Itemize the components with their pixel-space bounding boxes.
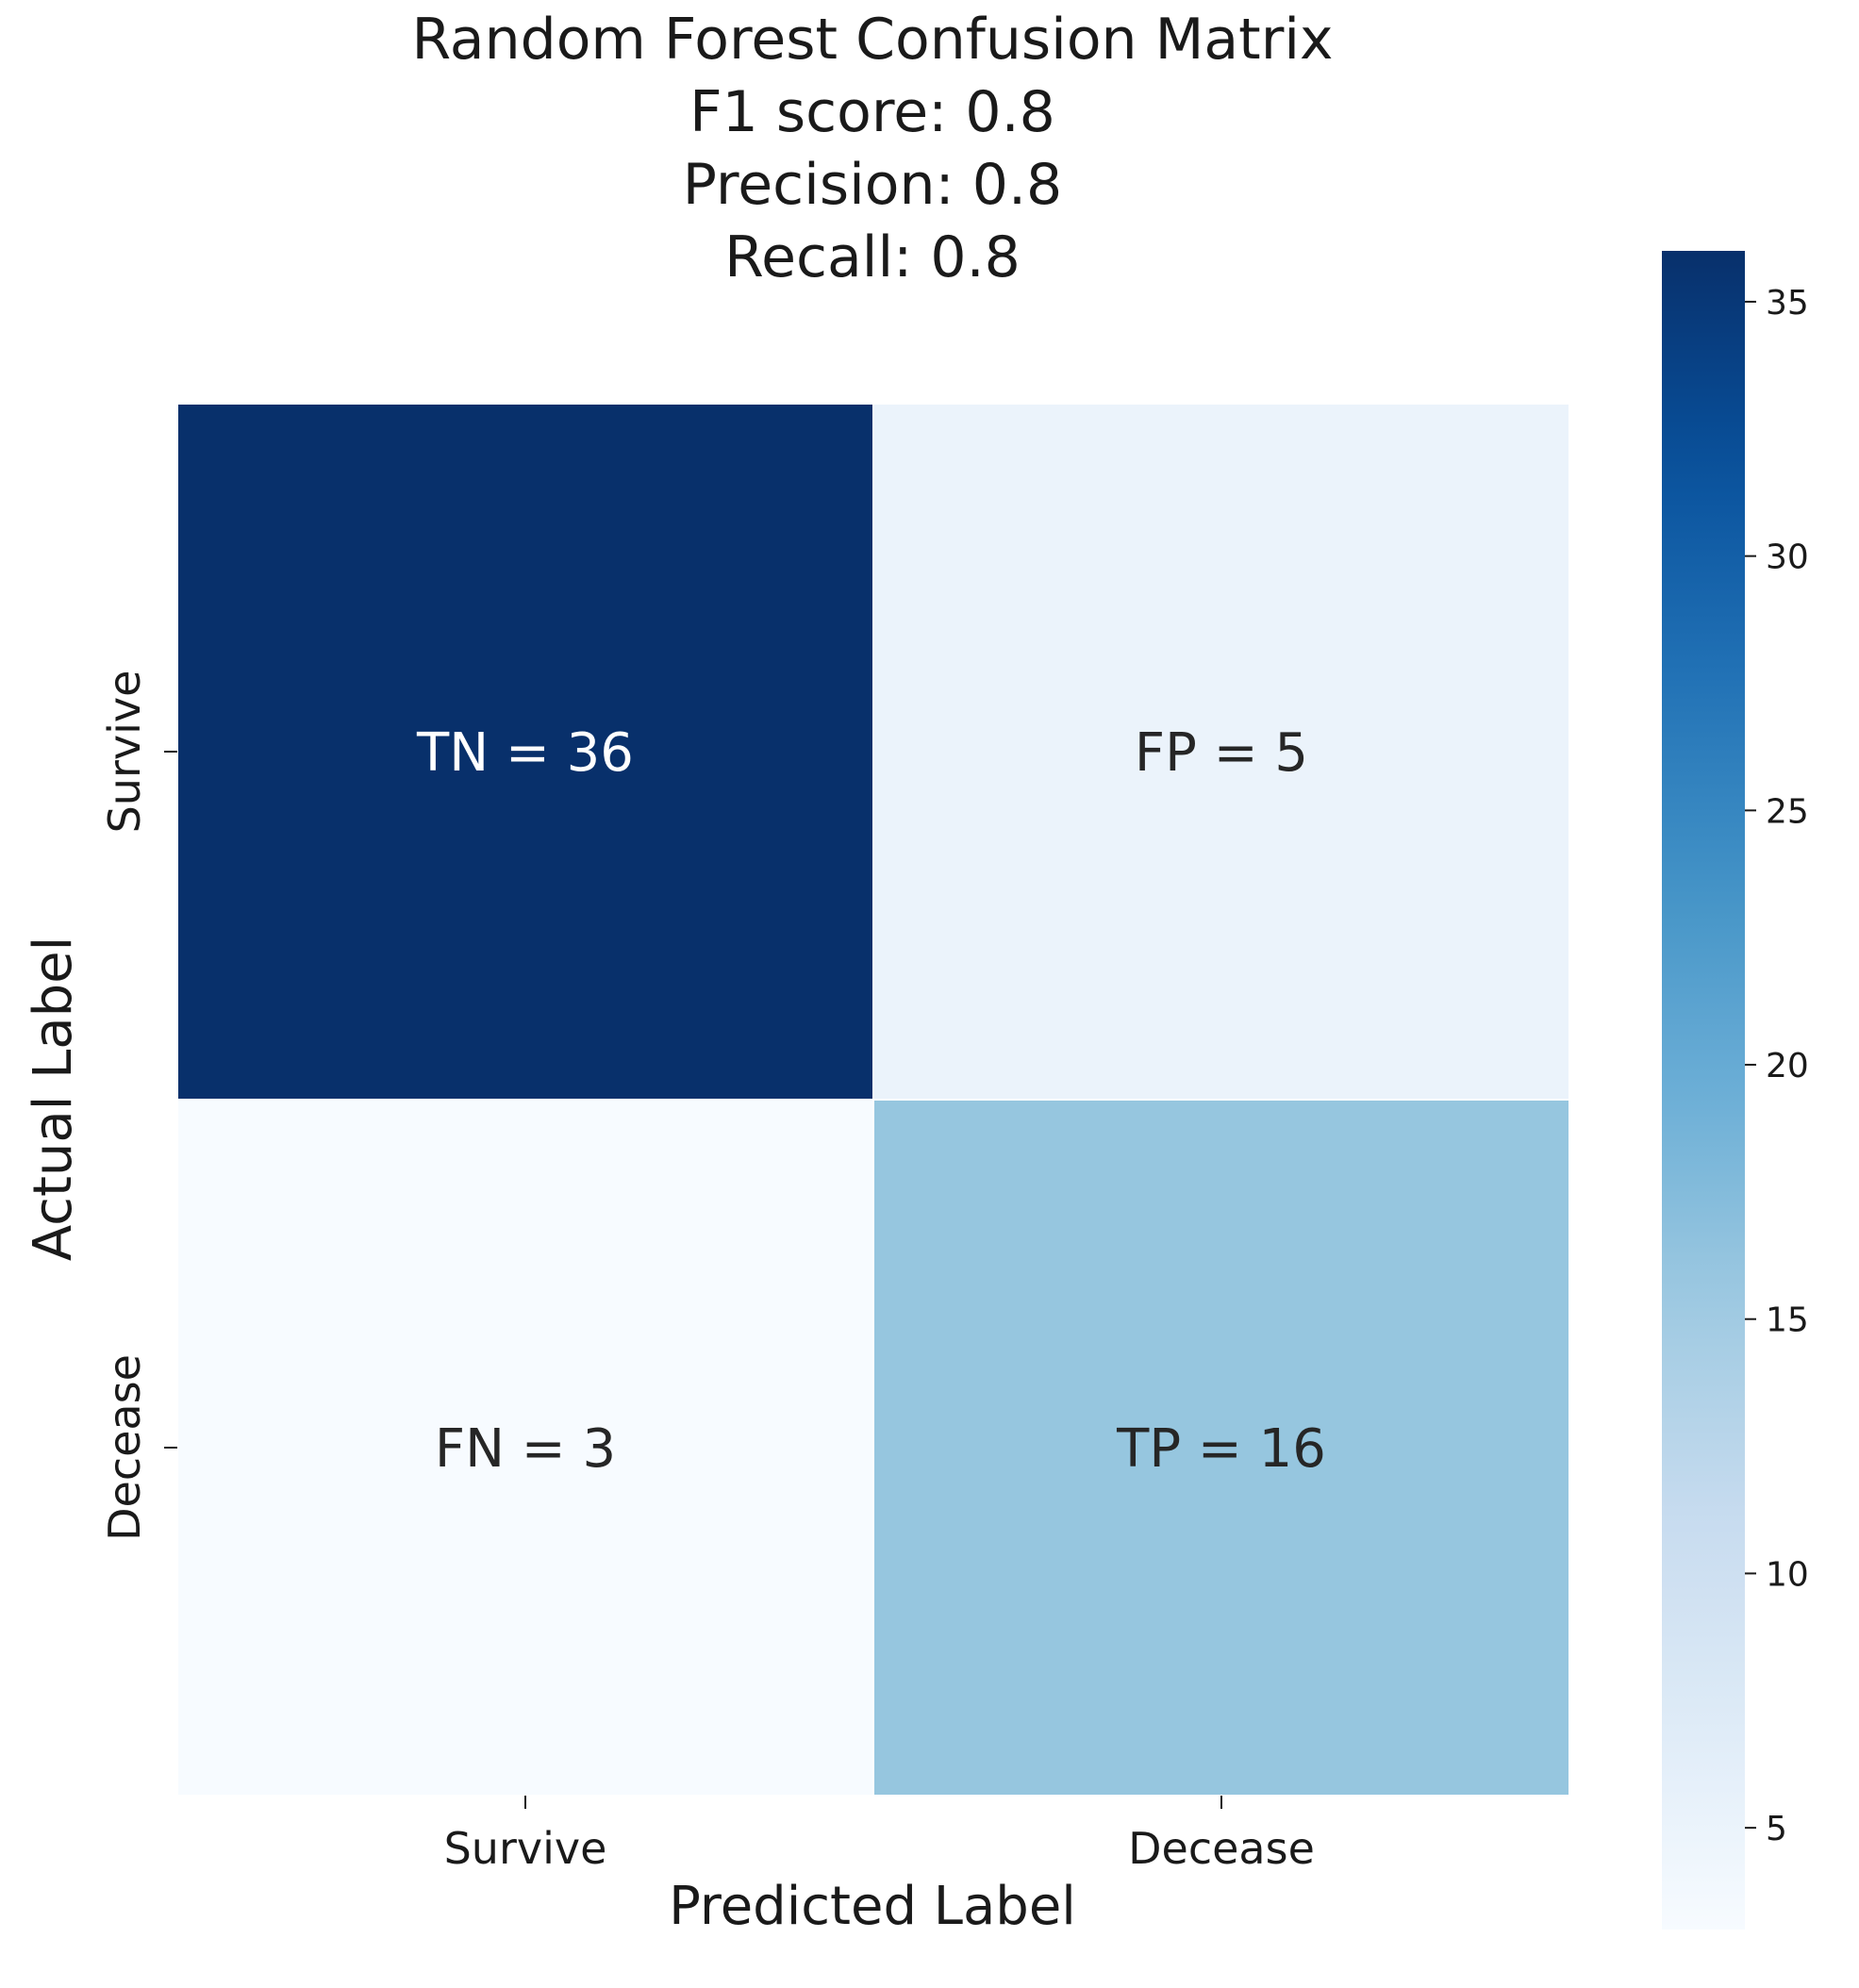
heatmap-cells — [178, 405, 1569, 1795]
x-tick-label: Decease — [1128, 1823, 1315, 1874]
colorbar-tick-label: 25 — [1766, 792, 1809, 831]
y-axis: Survive Decease — [99, 671, 177, 1541]
y-axis-label: Actual Label — [23, 936, 84, 1261]
heatmap-cell — [874, 405, 1569, 1099]
cell-annotation: TP = 16 — [1116, 1418, 1326, 1480]
heatmap-cell — [178, 1101, 872, 1795]
chart-title-line-2: F1 score: 0.8 — [689, 79, 1055, 145]
colorbar-gradient — [1662, 251, 1745, 1930]
heatmap-annotations: TN = 36 FP = 5 FN = 3 TP = 16 — [416, 722, 1326, 1480]
colorbar-tick-label: 20 — [1766, 1047, 1809, 1085]
x-axis: Survive Decease — [444, 1796, 1315, 1874]
y-tick-label: Decease — [99, 1354, 150, 1541]
chart-title-line-4: Recall: 0.8 — [724, 224, 1021, 290]
cell-annotation: FN = 3 — [435, 1418, 616, 1480]
chart-title-line-3: Precision: 0.8 — [683, 152, 1062, 218]
colorbar-tick-label: 30 — [1766, 538, 1809, 577]
chart-title-line-1: Random Forest Confusion Matrix — [411, 7, 1333, 73]
cell-annotation: FP = 5 — [1135, 722, 1308, 784]
colorbar-tick-label: 15 — [1766, 1301, 1809, 1340]
colorbar: 5 10 15 20 25 30 35 — [1662, 251, 1809, 1930]
y-tick-label: Survive — [99, 671, 150, 834]
heatmap-cell — [874, 1101, 1569, 1795]
cell-annotation: TN = 36 — [416, 722, 634, 784]
colorbar-tick-label: 10 — [1766, 1555, 1809, 1594]
x-axis-label: Predicted Label — [669, 1876, 1076, 1937]
colorbar-tick-label: 5 — [1766, 1810, 1787, 1848]
x-tick-label: Survive — [444, 1823, 607, 1874]
colorbar-tick-label: 35 — [1766, 284, 1809, 323]
heatmap-cell — [178, 405, 872, 1099]
